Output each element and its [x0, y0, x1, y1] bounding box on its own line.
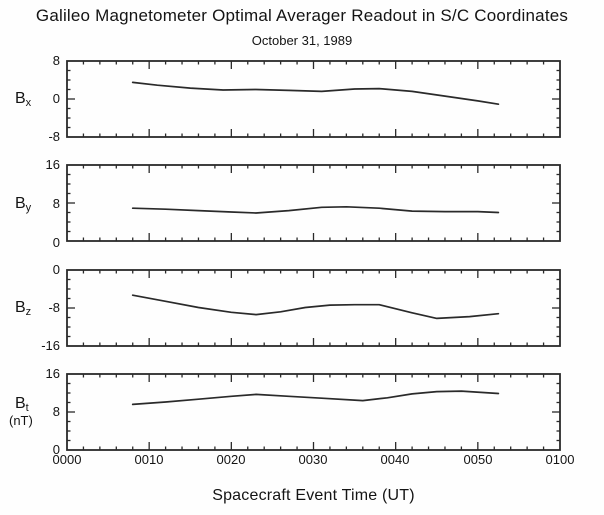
y-tick-label: 8 — [52, 404, 60, 419]
by-plot — [66, 164, 561, 242]
panel-bx-label-sub: x — [25, 97, 32, 109]
chart-subtitle: October 31, 1989 — [251, 33, 353, 48]
panel-bx-label: Bx — [15, 90, 31, 109]
bx-plot — [66, 60, 561, 138]
x-tick-label: 0000 — [52, 452, 82, 467]
panel-frame — [66, 60, 561, 138]
chart-title: Galileo Magnetometer Optimal Averager Re… — [35, 6, 569, 25]
y-tick-label: 0 — [52, 442, 60, 457]
y-tick-label: 0 — [52, 91, 60, 106]
y-tick-label: 16 — [45, 157, 60, 172]
x-tick-label: 0020 — [216, 452, 246, 467]
trace-bx — [131, 81, 500, 106]
x-tick-label: 0040 — [380, 452, 410, 467]
panel-bz-label: Bz — [15, 299, 31, 318]
panel-bz-label-sub: z — [25, 306, 32, 318]
y-tick-label: -8 — [48, 300, 60, 315]
panel-bt-label: Bt — [15, 395, 29, 414]
panel-bz-label-main: B — [15, 299, 26, 316]
panel-frame — [66, 269, 561, 347]
panel-bt-unit: (nT) — [9, 413, 33, 428]
panel-bx-label-main: B — [15, 90, 26, 107]
trace-by — [131, 205, 500, 214]
x-axis-label: Spacecraft Event Time (UT) — [212, 487, 415, 504]
bz-plot — [66, 269, 561, 347]
panel-by-label: By — [15, 195, 31, 214]
panel-bt-label-main: B — [15, 395, 26, 412]
trace-bt — [131, 390, 500, 406]
y-tick-label: -8 — [48, 129, 60, 144]
y-tick-label: 8 — [52, 196, 60, 211]
x-tick-label: 0050 — [463, 452, 493, 467]
panel-frame — [66, 164, 561, 242]
x-tick-label: 0030 — [298, 452, 328, 467]
y-tick-label: 0 — [52, 235, 60, 250]
panel-bt-label-sub: t — [25, 402, 29, 414]
y-tick-label: 16 — [45, 366, 60, 381]
panel-by-label-main: B — [15, 195, 26, 212]
y-tick-label: -16 — [41, 338, 60, 353]
panel-by-label-sub: y — [25, 202, 32, 214]
panel-frame — [66, 373, 561, 451]
y-tick-label: 8 — [52, 53, 60, 68]
x-tick-label: 0100 — [545, 452, 575, 467]
trace-bz — [131, 294, 500, 320]
y-tick-label: 0 — [52, 262, 60, 277]
bt-plot — [66, 373, 561, 451]
x-tick-label: 0010 — [134, 452, 164, 467]
